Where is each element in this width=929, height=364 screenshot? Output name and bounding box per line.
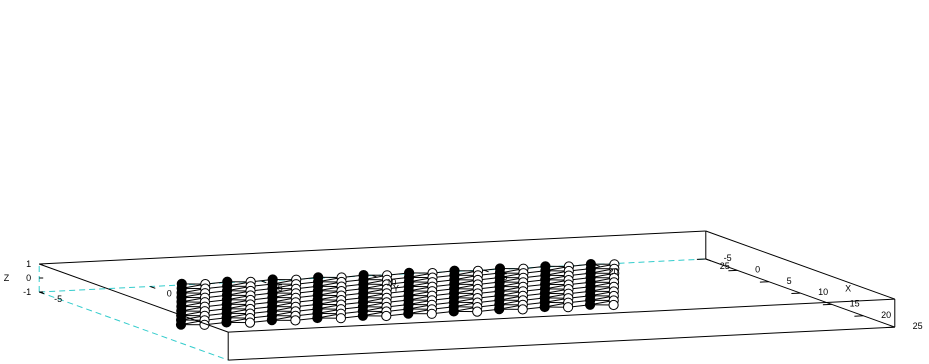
z-tick-label: -1: [23, 287, 31, 297]
filled-atom: [312, 312, 323, 324]
y-tick: [594, 264, 600, 267]
open-atom: [335, 313, 346, 324]
x-tick-label: 0: [755, 265, 760, 275]
x-tick-label: 25: [913, 321, 923, 331]
x-tick-label: -5: [724, 253, 732, 263]
open-atom: [244, 317, 256, 328]
open-atom: [290, 315, 301, 326]
hidden-edge: [39, 291, 229, 361]
box-edge: [39, 263, 229, 333]
y-tick-label: 25: [720, 261, 730, 271]
box-edge: [39, 230, 706, 265]
open-atom: [381, 310, 392, 322]
box-edge: [705, 230, 895, 300]
filled-atom: [403, 308, 414, 319]
axis-ticks: [39, 258, 895, 328]
y-tick: [261, 280, 267, 284]
y-tick: [372, 275, 378, 278]
open-atom: [472, 306, 483, 317]
open-atom: [517, 304, 528, 315]
x-tick-label: 15: [850, 299, 860, 309]
y-tick: [483, 269, 489, 273]
filled-atom: [221, 317, 232, 328]
filled-atom: [494, 304, 505, 315]
x-tick-label: 5: [787, 276, 792, 286]
y-tick: [150, 286, 156, 289]
filled-atom: [266, 315, 277, 326]
box-edge: [228, 326, 895, 361]
y-axis-title: Y: [393, 284, 399, 294]
x-tick-label: 10: [818, 287, 828, 297]
z-tick-label: 1: [26, 259, 31, 269]
box-edge: [228, 298, 895, 333]
x-axis-title: X: [845, 283, 851, 293]
y-tick-label: 20: [609, 266, 619, 276]
filled-atom: [539, 301, 550, 313]
z-tick-label: 0: [26, 273, 31, 283]
box-front-edges: [39, 230, 896, 361]
filled-atom: [357, 310, 368, 321]
open-atom: [608, 299, 619, 311]
z-axis-title: Z: [4, 273, 10, 283]
y-tick-label: 5: [278, 283, 283, 293]
y-tick-label: -5: [54, 294, 62, 304]
x-tick-label: 20: [881, 310, 891, 320]
y-tick-label: 10: [386, 277, 396, 287]
y-tick-label: 15: [497, 272, 507, 282]
open-atom: [426, 308, 437, 319]
y-tick-label: 0: [167, 288, 172, 298]
filled-atom: [448, 306, 459, 317]
filled-atom: [585, 299, 596, 310]
atom-markers: [175, 259, 620, 330]
box-edge: [705, 258, 895, 328]
filled-atom: [175, 319, 187, 330]
open-atom: [563, 302, 574, 313]
y-tick: [705, 258, 711, 262]
